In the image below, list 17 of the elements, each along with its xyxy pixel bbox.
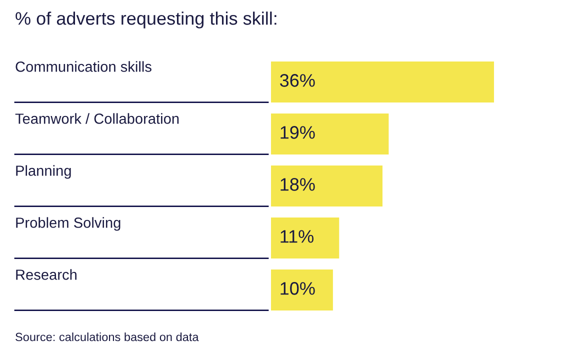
y-tick-label: Teamwork / Collaboration xyxy=(15,113,179,124)
y-tick-label: Research xyxy=(16,269,76,280)
y-tick-label: Problem Solving xyxy=(16,217,120,231)
bar xyxy=(271,165,382,207)
bar xyxy=(271,61,494,103)
data-label: 36% xyxy=(280,74,315,87)
source-note: Source: calculations based on data xyxy=(16,332,199,342)
bar xyxy=(271,269,333,311)
data-label: 11% xyxy=(280,230,314,243)
bar xyxy=(271,113,389,155)
data-label: 19% xyxy=(280,126,315,139)
y-tick-label: Communication skills xyxy=(16,61,152,72)
chart-title: % of adverts requesting this skill: xyxy=(16,12,276,28)
y-tick-label: Planning xyxy=(16,165,71,179)
bar xyxy=(271,217,340,259)
data-label: 18% xyxy=(280,178,315,191)
data-label: 10% xyxy=(280,282,315,295)
